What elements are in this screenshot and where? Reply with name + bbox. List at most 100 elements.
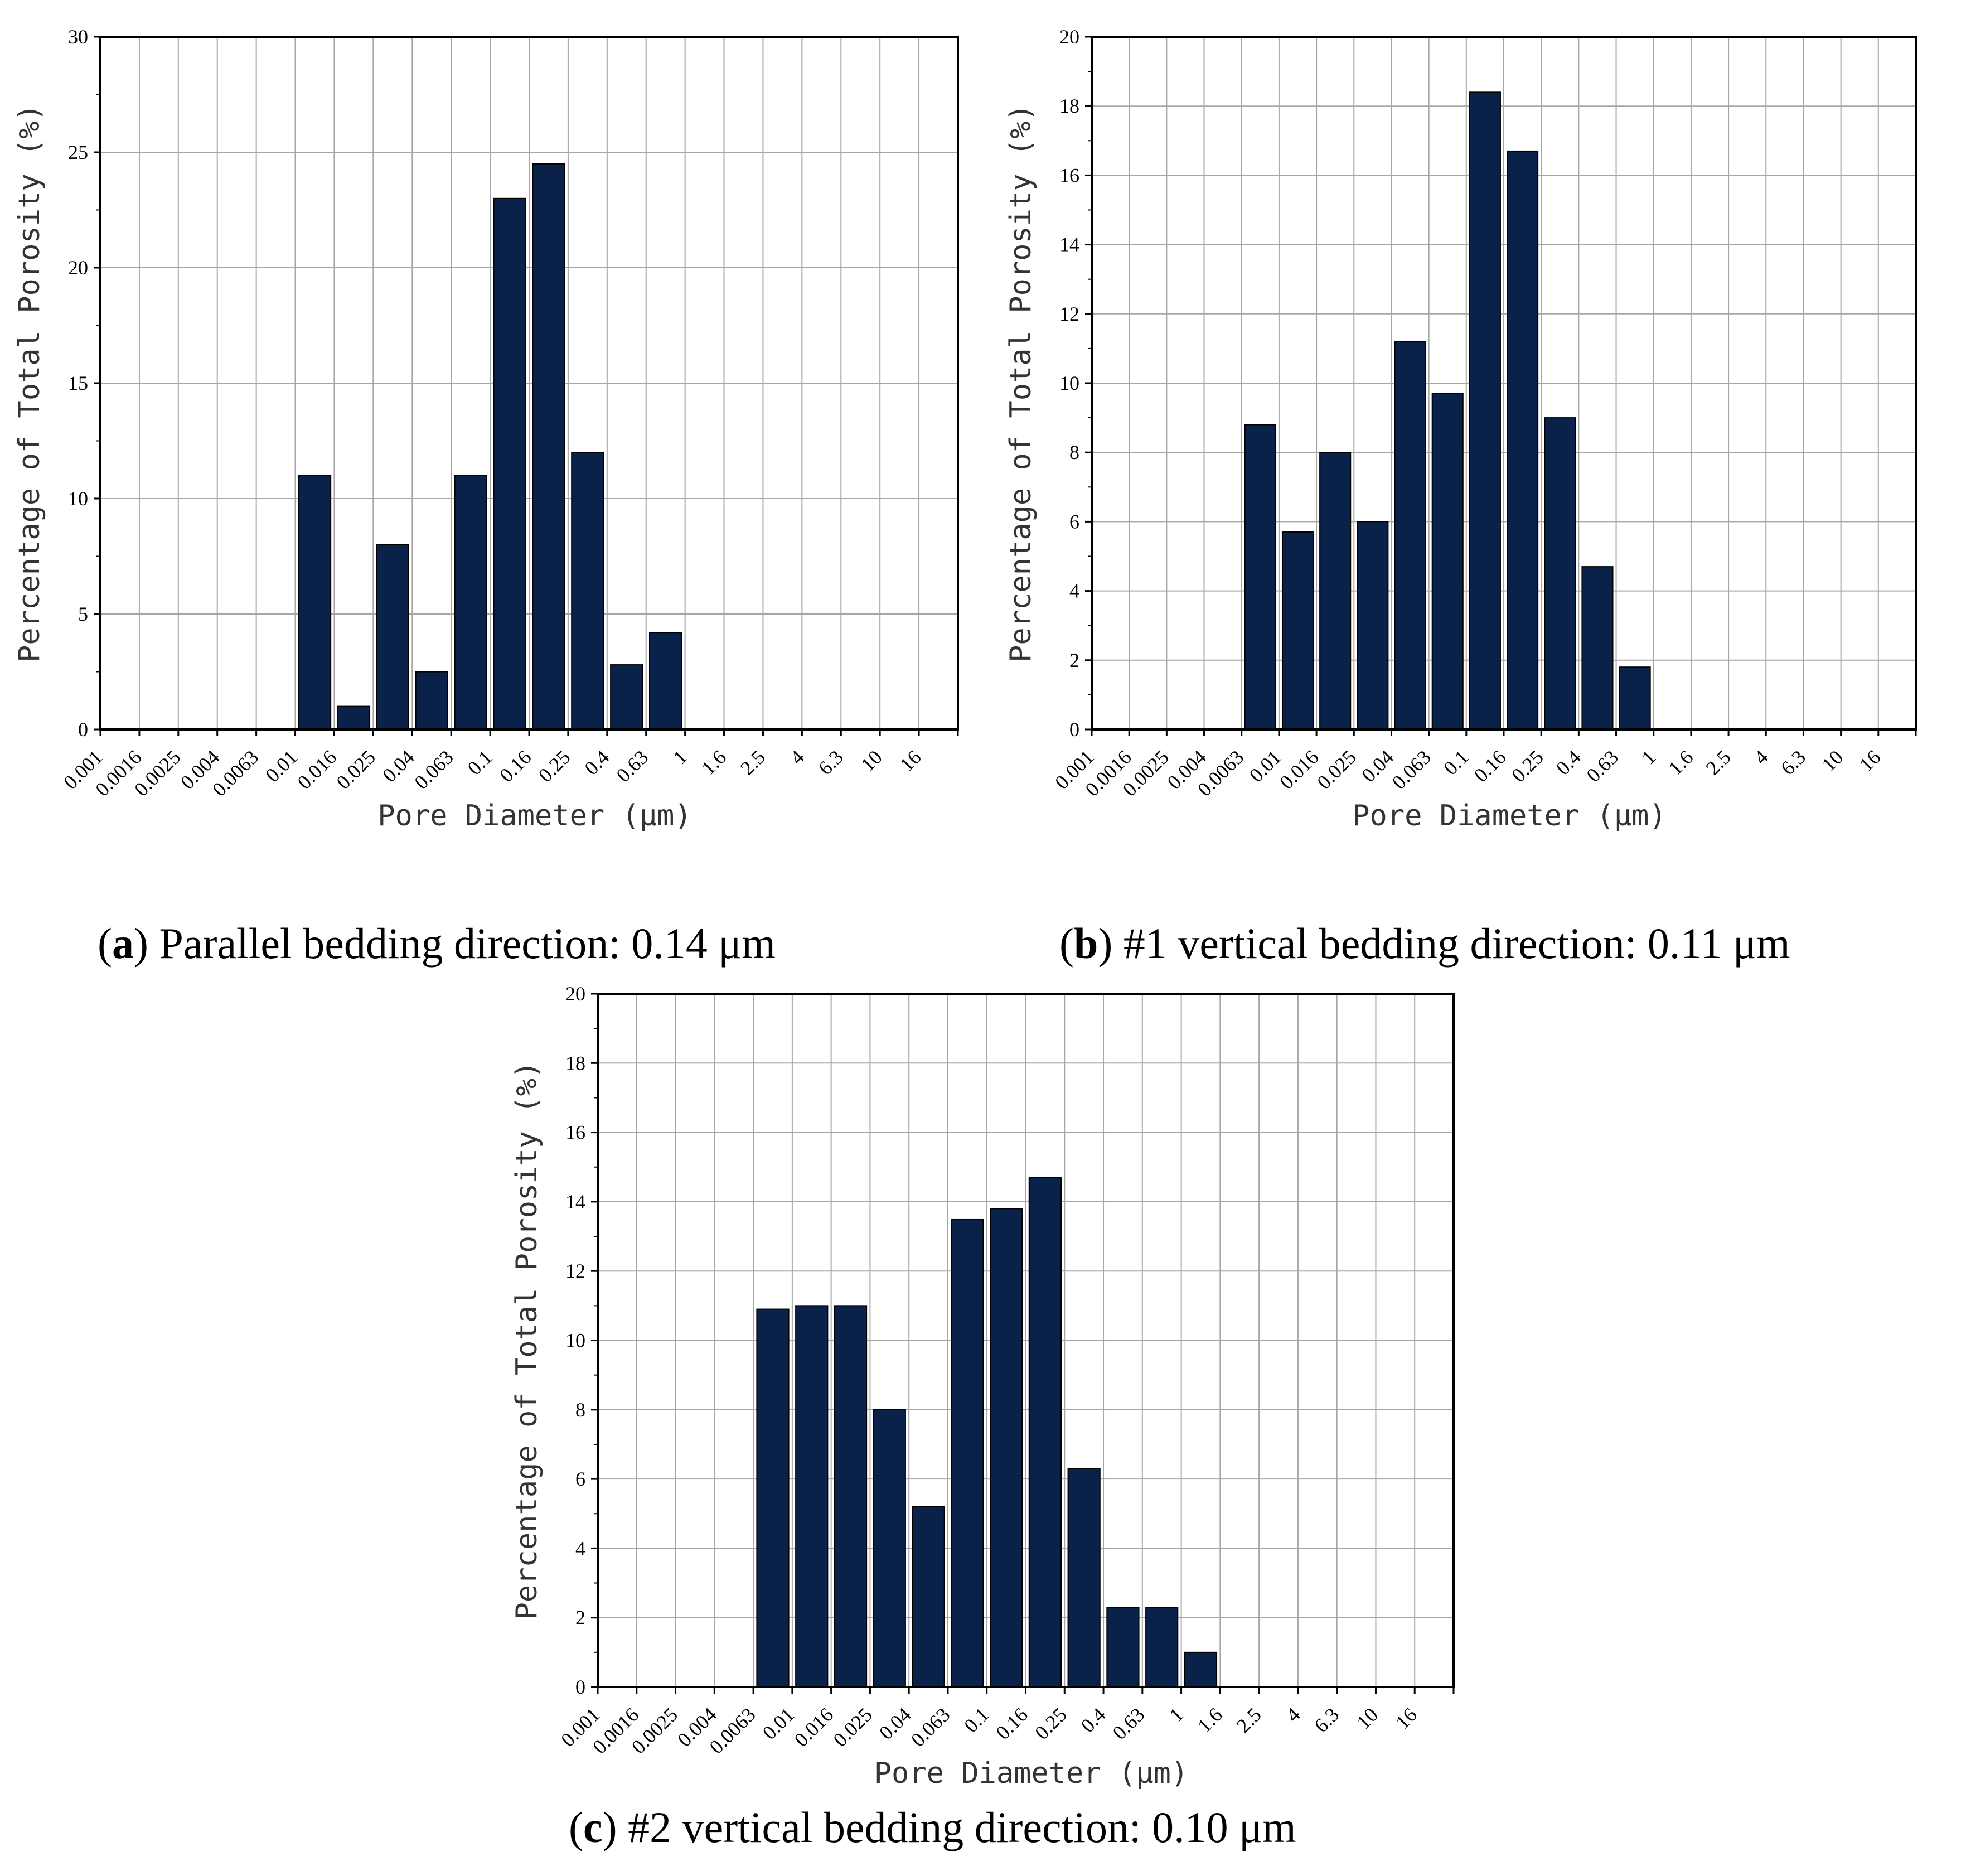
bar-0.1 [1469, 91, 1501, 731]
bar-0.1 [990, 1208, 1023, 1688]
bar-0.25 [1544, 417, 1576, 730]
bar-0.16 [1028, 1177, 1062, 1688]
y-tick-label: 18 [1059, 95, 1079, 117]
y-tick-label: 15 [68, 372, 88, 394]
x-tick-label: 0.16 [991, 1703, 1032, 1744]
x-tick-label: 0.4 [1552, 746, 1585, 779]
plot-frame [597, 993, 1455, 1688]
x-tick-label: 1 [669, 746, 691, 768]
x-tick-label: 2.5 [1232, 1703, 1266, 1737]
y-tick-label: 6 [575, 1468, 585, 1490]
x-tick-label: 10 [856, 746, 887, 776]
x-tick-label: 0.25 [534, 746, 575, 786]
y-tick-label: 14 [565, 1191, 585, 1213]
y-tick-label: 10 [68, 487, 88, 510]
y-tick-label: 20 [68, 257, 88, 279]
bar-0.063 [1431, 393, 1464, 730]
bar-0.4 [1106, 1607, 1140, 1688]
bar-0.063 [951, 1218, 984, 1688]
caption-letter: a [112, 919, 134, 968]
x-tick-label: 1.6 [1664, 746, 1697, 779]
caption-text: #2 vertical bedding direction: 0.10 μm [628, 1803, 1296, 1851]
y-tick-label: 30 [68, 26, 88, 48]
x-tick-label: 1.6 [1193, 1703, 1227, 1737]
y-tick-label: 12 [565, 1260, 585, 1282]
y-tick-label: 16 [1059, 164, 1079, 186]
y-tick-label: 10 [565, 1329, 585, 1352]
y-tick-label: 8 [575, 1399, 585, 1421]
y-axis-title: Percentage of Total Porosity (%) [1004, 104, 1038, 663]
bar-0.4 [610, 664, 643, 730]
bar-0.16 [532, 163, 565, 730]
x-axis-title: Pore Diameter (μm) [1352, 799, 1667, 833]
x-tick-label: 6.3 [1776, 746, 1810, 779]
x-tick-label: 0.063 [907, 1703, 955, 1751]
bar-1 [1184, 1651, 1218, 1688]
bar-0.04 [912, 1506, 945, 1688]
y-tick-label: 4 [1069, 580, 1079, 602]
bar-0.01 [1281, 531, 1314, 731]
x-axis-title: Pore Diameter (μm) [874, 1757, 1189, 1790]
x-axis-title: Pore Diameter (μm) [377, 799, 692, 833]
y-tick-label: 8 [1069, 441, 1079, 463]
x-tick-label: 0.25 [1507, 746, 1548, 786]
x-tick-label: 0.016 [1275, 746, 1323, 794]
y-tick-label: 0 [78, 718, 88, 741]
bar-0.63 [649, 632, 682, 730]
y-axis-title: Percentage of Total Porosity (%) [510, 1061, 544, 1620]
y-axis-title: Percentage of Total Porosity (%) [13, 104, 46, 663]
x-tick-label: 1.6 [697, 746, 730, 779]
x-tick-label: 2.5 [1702, 746, 1735, 779]
x-tick-label: 0.25 [1030, 1703, 1071, 1744]
x-tick-label: 2.5 [736, 746, 769, 779]
y-tick-label: 12 [1059, 303, 1079, 325]
x-tick-label: 1 [1637, 746, 1660, 768]
y-tick-label: 2 [575, 1607, 585, 1629]
bar-0.025 [873, 1409, 906, 1688]
x-tick-label: 0.025 [332, 746, 380, 794]
x-tick-label: 16 [1855, 746, 1885, 776]
x-tick-label: 0.4 [1077, 1703, 1110, 1737]
chart-a: 0510152025300.0010.00160.00250.0040.0063… [13, 26, 959, 968]
x-tick-label: 6.3 [1310, 1703, 1343, 1737]
bar-0.016 [1319, 452, 1352, 730]
y-tick-label: 2 [1069, 649, 1079, 671]
bar-0.25 [1067, 1468, 1101, 1688]
y-tick-label: 20 [1059, 26, 1079, 48]
bar-0.63 [1619, 666, 1651, 730]
y-tick-label: 5 [78, 603, 88, 625]
x-tick-label: 0.063 [1388, 746, 1436, 794]
x-tick-label: 1 [1165, 1703, 1188, 1726]
bar-0.04 [1394, 341, 1426, 730]
bar-0.0063 [756, 1308, 790, 1688]
bar-0.16 [1507, 150, 1539, 730]
bar-0.25 [571, 452, 604, 730]
bar-0.01 [298, 475, 332, 730]
y-tick-label: 6 [1069, 510, 1079, 533]
x-tick-label: 0.63 [612, 746, 653, 786]
x-tick-label: 4 [1282, 1703, 1305, 1726]
bar-0.0063 [1244, 424, 1276, 730]
bar-0.63 [1145, 1607, 1179, 1688]
y-tick-label: 18 [565, 1052, 585, 1074]
x-tick-label: 0.063 [410, 746, 458, 794]
x-tick-label: 16 [895, 746, 926, 776]
x-tick-label: 0.1 [960, 1703, 993, 1737]
caption-letter: b [1074, 919, 1098, 968]
x-tick-label: 6.3 [814, 746, 848, 779]
x-tick-label: 0.63 [1108, 1703, 1149, 1744]
caption-text: #1 vertical bedding direction: 0.11 μm [1123, 919, 1790, 968]
x-tick-label: 10 [1818, 746, 1848, 776]
chart-b: 024681012141618200.0010.00160.00250.0040… [1004, 26, 1917, 968]
y-tick-label: 20 [565, 983, 585, 1005]
bar-0.01 [795, 1305, 829, 1688]
caption-c: (c) #2 vertical bedding direction: 0.10 … [569, 1803, 1296, 1851]
caption-b: (b) #1 vertical bedding direction: 0.11 … [1059, 919, 1790, 968]
y-tick-label: 25 [68, 141, 88, 163]
y-tick-label: 0 [575, 1676, 585, 1698]
bar-0.016 [337, 705, 371, 730]
y-tick-label: 14 [1059, 234, 1079, 256]
plot-frame [99, 36, 959, 731]
y-tick-label: 16 [565, 1121, 585, 1144]
